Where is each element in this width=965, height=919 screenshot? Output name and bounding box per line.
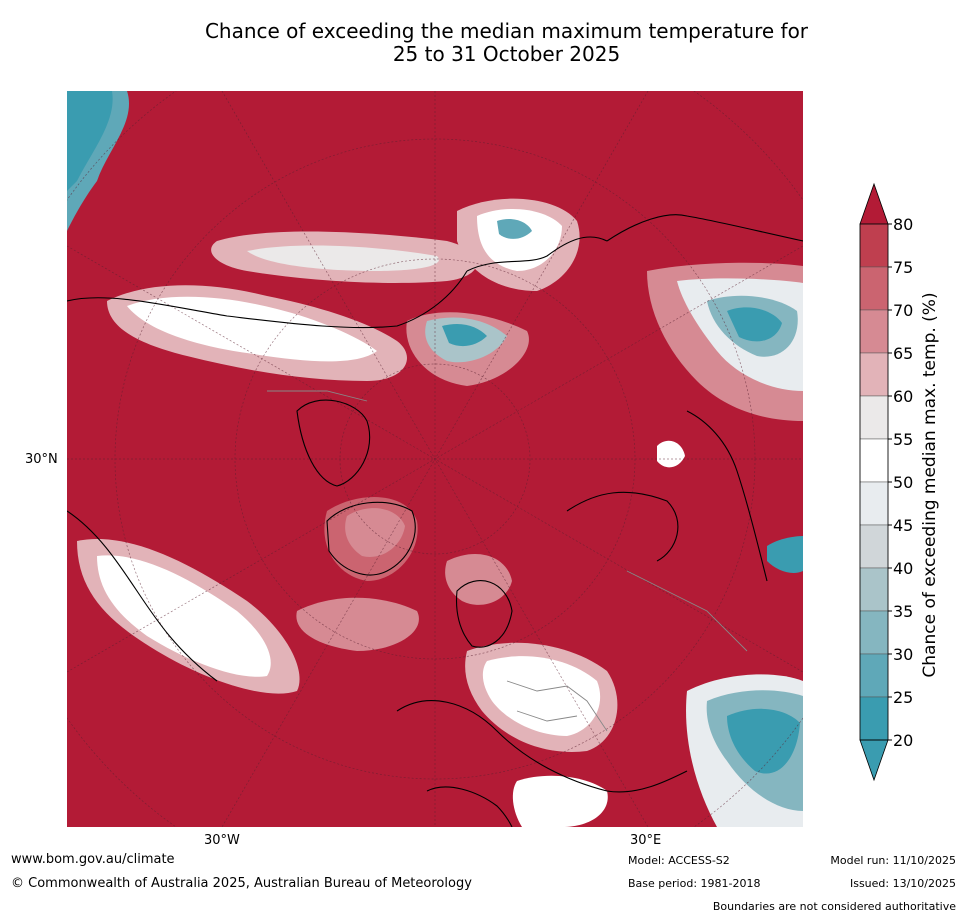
colorbar-tick-label: 55 — [893, 430, 913, 449]
model-text: Model: ACCESS-S2 — [628, 854, 730, 867]
coastlines — [67, 214, 803, 827]
borders — [267, 390, 748, 732]
colorbar-tick-label: 50 — [893, 473, 913, 492]
colorbar-tick-label: 30 — [893, 645, 913, 664]
colorbar-extend-max — [859, 182, 889, 225]
colorbar-tick-label: 60 — [893, 387, 913, 406]
colorbar-bin — [859, 438, 889, 483]
colorbar-bin — [859, 653, 889, 698]
lat-label-30n: 30°N — [25, 452, 58, 467]
colorbar-label: Chance of exceeding median max. temp. (%… — [920, 292, 940, 678]
colorbar-bin — [859, 395, 889, 440]
disclaimer-text: Boundaries are not considered authoritat… — [712, 900, 956, 913]
colorbar-bin — [859, 309, 889, 354]
colorbar-bin — [859, 223, 889, 268]
copyright-text: © Commonwealth of Australia 2025, Austra… — [11, 876, 472, 891]
colorbar-bin — [859, 481, 889, 526]
colorbar-tick-label: 65 — [893, 344, 913, 363]
colorbar-tick-label: 45 — [893, 516, 913, 535]
probability-map — [67, 91, 803, 827]
colorbar-extend-min — [859, 739, 889, 782]
title-line-1: Chance of exceeding the median maximum t… — [204, 19, 809, 43]
colorbar-tick-label: 20 — [893, 731, 913, 750]
colorbar-svg: 80 75 70 65 60 55 50 45 40 35 30 25 20 — [859, 182, 913, 782]
colorbar-bin — [859, 524, 889, 569]
colorbar-tick-label: 80 — [893, 215, 913, 234]
graticule — [67, 91, 803, 827]
colorbar-bin — [859, 352, 889, 397]
map-svg — [67, 91, 803, 827]
title-line-2: 25 to 31 October 2025 — [392, 42, 621, 66]
lon-label-30e: 30°E — [630, 833, 662, 848]
colorbar-tick-label: 40 — [893, 559, 913, 578]
colorbar-bin — [859, 696, 889, 741]
colorbar-bin — [859, 266, 889, 311]
model-run-text: Model run: 11/10/2025 — [830, 854, 956, 867]
map-title: Chance of exceeding the median maximum t… — [0, 20, 965, 66]
colorbar-tick-label: 25 — [893, 688, 913, 707]
issued-text: Issued: 13/10/2025 — [849, 877, 956, 890]
lon-label-30w: 30°W — [204, 833, 240, 848]
colorbar-tick-label: 35 — [893, 602, 913, 621]
colorbar-tick-label: 75 — [893, 258, 913, 277]
colorbar: 80 75 70 65 60 55 50 45 40 35 30 25 20 — [858, 180, 965, 785]
colorbar-tick-label: 70 — [893, 301, 913, 320]
colorbar-bin — [859, 610, 889, 655]
base-period-text: Base period: 1981-2018 — [628, 877, 761, 890]
website-link[interactable]: www.bom.gov.au/climate — [11, 852, 175, 867]
colorbar-bin — [859, 567, 889, 612]
